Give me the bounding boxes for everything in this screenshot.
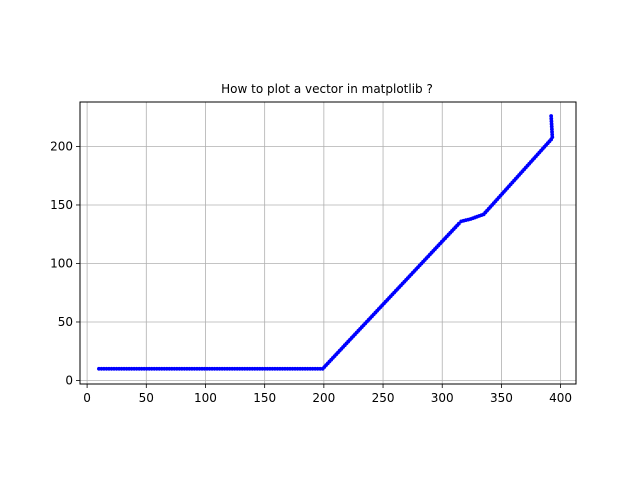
x-tick-label: 200	[312, 391, 335, 405]
y-tick-label: 200	[50, 139, 73, 153]
x-tick-label: 150	[253, 391, 276, 405]
y-tick-label: 0	[65, 373, 73, 387]
y-axis: 0 50 100 150 200	[50, 139, 80, 387]
x-tick-label: 400	[549, 391, 572, 405]
chart-title: How to plot a vector in matplotlib ?	[221, 82, 433, 96]
axes-frame	[79, 101, 577, 385]
x-tick-label: 250	[372, 391, 395, 405]
y-tick-label: 100	[50, 256, 73, 270]
data-point	[456, 221, 461, 226]
x-axis: 0 50 100 150 200 250 300 350 400	[83, 384, 572, 405]
y-tick-label: 50	[58, 315, 73, 329]
x-tick-label: 350	[490, 391, 513, 405]
x-tick-label: 50	[139, 391, 154, 405]
series-layer	[97, 114, 555, 371]
y-tick-label: 150	[50, 198, 73, 212]
x-tick-label: 300	[431, 391, 454, 405]
x-tick-label: 0	[83, 391, 91, 405]
x-tick-label: 100	[194, 391, 217, 405]
data-point	[549, 114, 554, 118]
